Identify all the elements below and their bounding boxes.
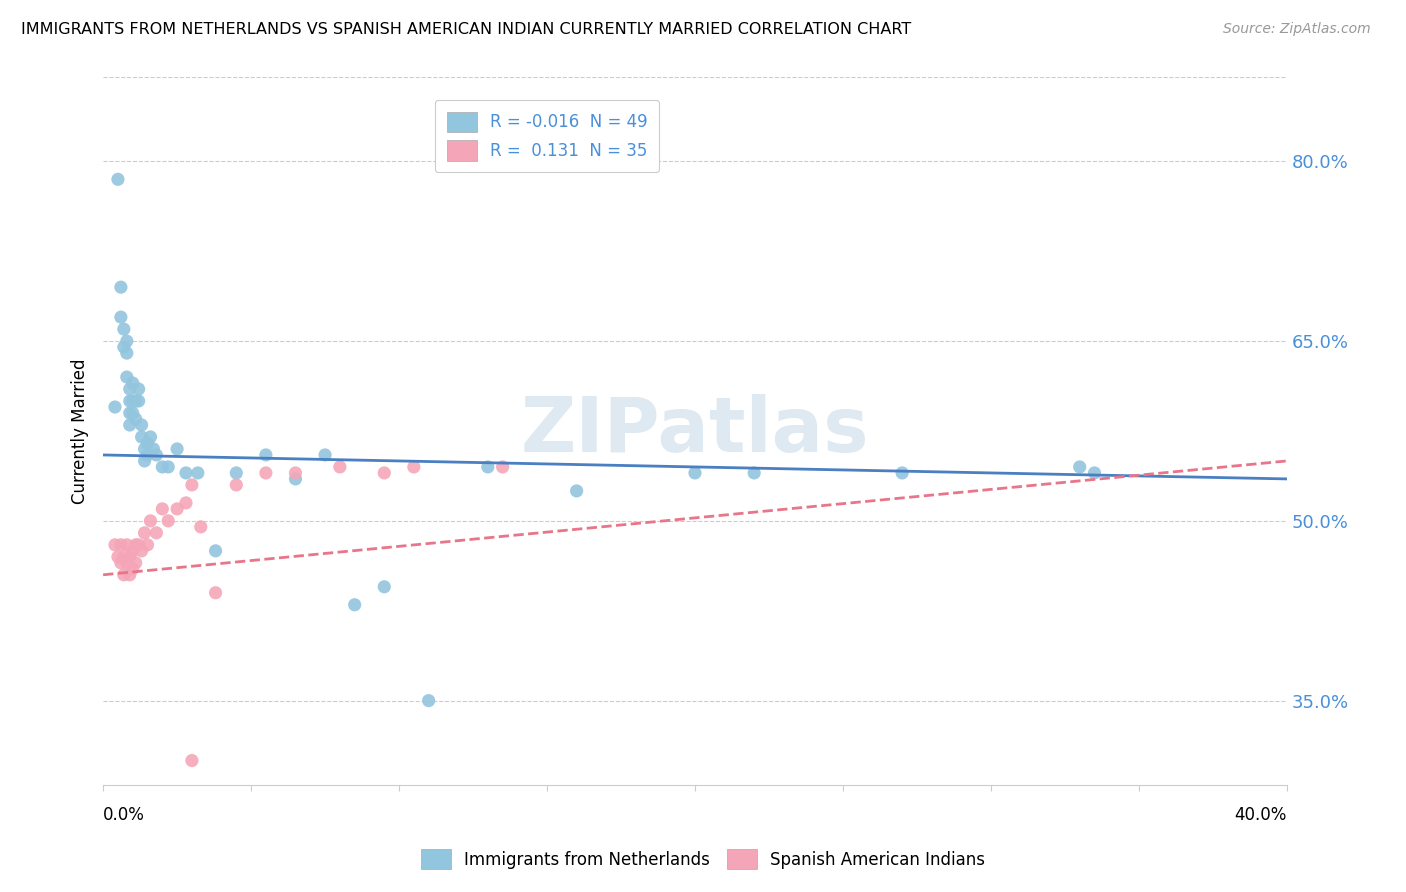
Point (110, 538, 132, 552)
Point (112, 567, 135, 582)
Point (112, 340, 135, 354)
Point (180, 754, 202, 768)
Point (125, 556, 148, 570)
Point (139, 430, 162, 444)
Point (125, 412, 148, 426)
Point (121, 406, 143, 420)
Point (491, 459, 513, 474)
Point (118, 417, 141, 432)
Point (115, 346, 138, 360)
Point (204, 586, 226, 600)
Point (180, 478, 202, 492)
Point (418, 693, 440, 707)
Point (174, 496, 197, 510)
Point (121, 544, 143, 558)
Point (115, 538, 138, 552)
Text: IMMIGRANTS FROM NETHERLANDS VS SPANISH AMERICAN INDIAN CURRENTLY MARRIED CORRELA: IMMIGRANTS FROM NETHERLANDS VS SPANISH A… (21, 22, 911, 37)
Point (118, 567, 141, 582)
Point (107, 549, 129, 564)
Point (683, 466, 706, 480)
Point (284, 466, 307, 480)
Point (121, 562, 143, 576)
Point (128, 394, 150, 409)
Point (125, 394, 148, 409)
Point (150, 501, 173, 516)
Point (134, 454, 156, 468)
Point (166, 442, 188, 456)
Point (225, 478, 247, 492)
Point (115, 370, 138, 384)
Point (128, 538, 150, 552)
Text: ZIPatlas: ZIPatlas (520, 394, 869, 468)
Point (254, 466, 277, 480)
Point (204, 544, 226, 558)
Point (284, 472, 307, 486)
Point (128, 382, 150, 396)
Point (118, 394, 141, 409)
Point (136, 436, 159, 450)
Point (314, 448, 336, 462)
Point (343, 598, 366, 612)
Point (174, 466, 197, 480)
Point (373, 466, 395, 480)
Point (104, 400, 127, 414)
Point (187, 466, 209, 480)
Point (115, 556, 138, 570)
Point (131, 430, 153, 444)
Point (131, 544, 153, 558)
Text: 0.0%: 0.0% (103, 806, 145, 824)
Point (134, 442, 156, 456)
Point (139, 514, 162, 528)
Point (107, 172, 129, 186)
Point (131, 417, 153, 432)
Point (891, 466, 914, 480)
Point (254, 448, 277, 462)
Point (742, 466, 765, 480)
Point (477, 459, 499, 474)
Point (145, 448, 167, 462)
Point (118, 549, 141, 564)
Point (157, 459, 180, 474)
Point (125, 538, 148, 552)
Point (136, 538, 159, 552)
Point (134, 525, 156, 540)
Point (104, 538, 127, 552)
Point (136, 448, 159, 462)
Point (110, 310, 132, 325)
Point (121, 376, 143, 390)
Point (150, 459, 173, 474)
Point (121, 394, 143, 409)
Point (115, 334, 138, 348)
Point (145, 525, 167, 540)
Point (1083, 466, 1105, 480)
Point (112, 322, 135, 336)
Point (190, 520, 212, 534)
Point (225, 466, 247, 480)
Point (110, 280, 132, 294)
Point (157, 514, 180, 528)
Legend: R = -0.016  N = 49, R =  0.131  N = 35: R = -0.016 N = 49, R = 0.131 N = 35 (434, 100, 659, 172)
Y-axis label: Currently Married: Currently Married (72, 359, 89, 504)
Text: 40.0%: 40.0% (1234, 806, 1286, 824)
Point (118, 382, 141, 396)
Point (142, 442, 165, 456)
Point (1069, 459, 1091, 474)
Point (373, 580, 395, 594)
Point (402, 459, 425, 474)
Point (329, 459, 352, 474)
Text: Source: ZipAtlas.com: Source: ZipAtlas.com (1223, 22, 1371, 37)
Legend: Immigrants from Netherlands, Spanish American Indians: Immigrants from Netherlands, Spanish Ame… (411, 838, 995, 880)
Point (118, 406, 141, 420)
Point (112, 549, 135, 564)
Point (166, 501, 188, 516)
Point (565, 483, 588, 498)
Point (110, 556, 132, 570)
